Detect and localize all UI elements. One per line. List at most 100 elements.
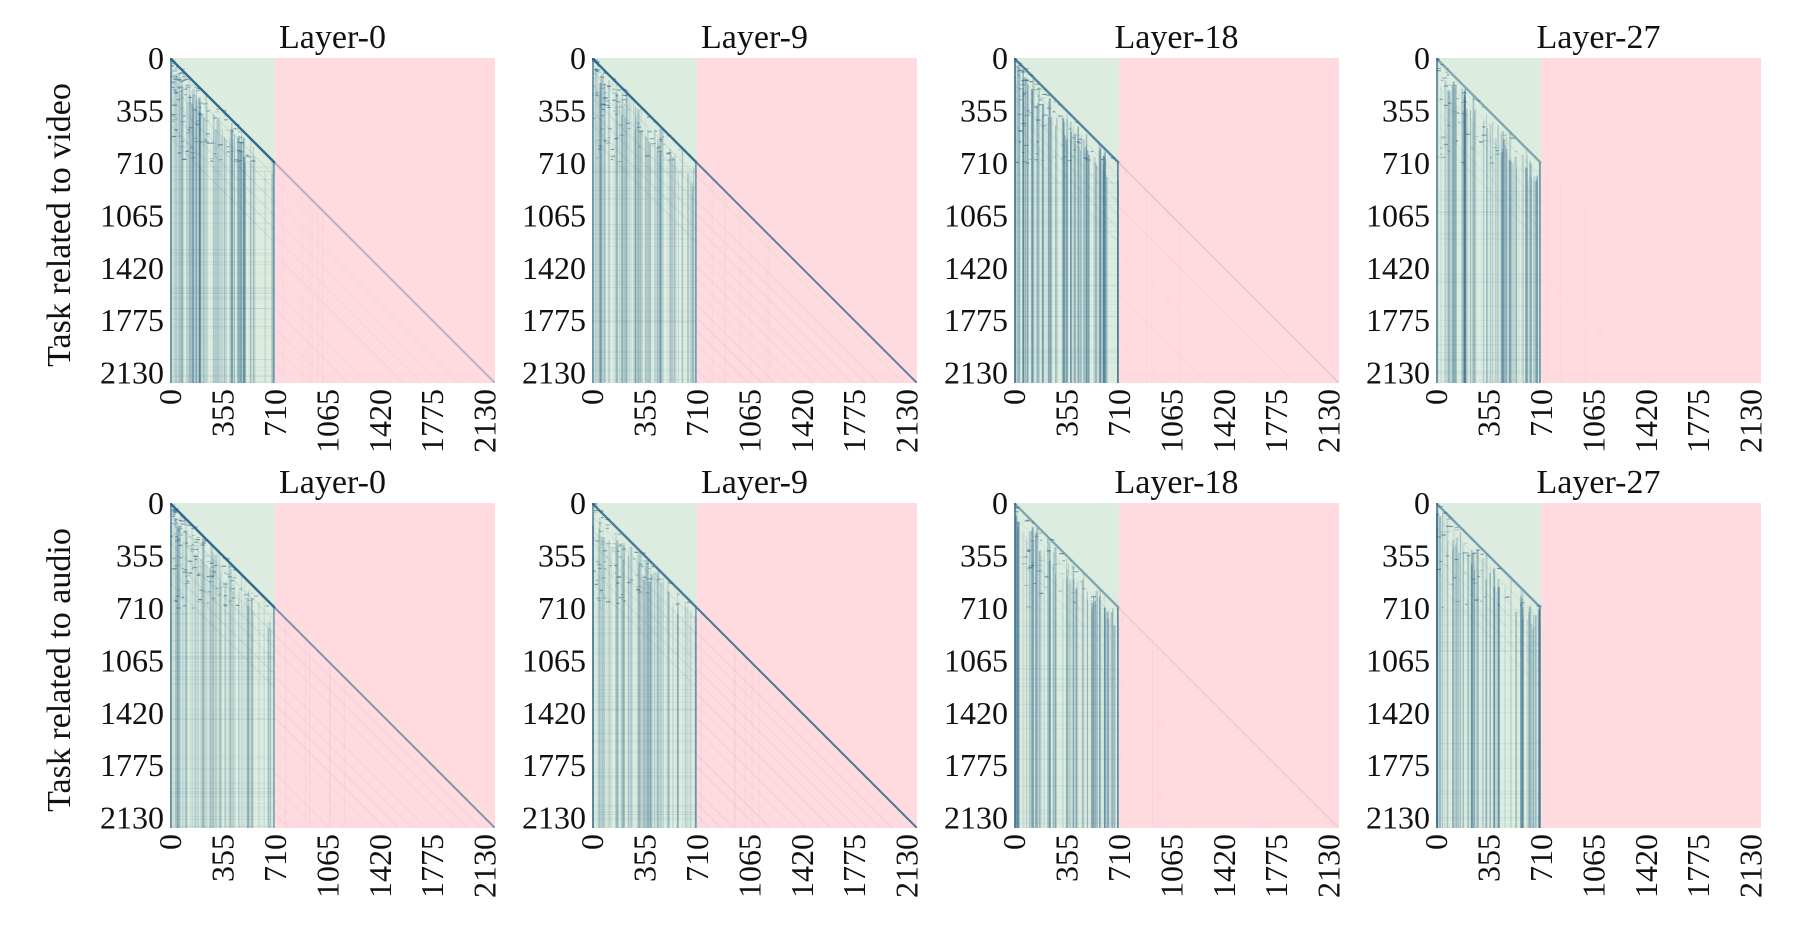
x-tick-label: 0: [574, 389, 610, 405]
y-tick-label: 355: [960, 92, 1008, 128]
x-tick-label: 1420: [1206, 834, 1242, 898]
y-tick-label: 1065: [1366, 197, 1430, 233]
x-tick-label: 2130: [1311, 389, 1347, 453]
x-tick-label: 2130: [467, 389, 503, 453]
region-other-tokens: [696, 503, 917, 828]
y-tick-label: 1065: [944, 197, 1008, 233]
y-tick-label: 355: [116, 537, 164, 573]
x-tick-label: 0: [1418, 834, 1454, 850]
x-tick-label: 0: [574, 834, 610, 850]
x-tick-label: 1420: [784, 389, 820, 453]
y-tick-label: 1420: [944, 250, 1008, 286]
y-tick-label: 710: [538, 590, 586, 626]
x-tick-label: 710: [1523, 834, 1559, 882]
x-tick-label: 710: [679, 834, 715, 882]
y-tick-label: 1065: [522, 197, 586, 233]
y-tick-label: 355: [538, 92, 586, 128]
x-tick-label: 2130: [1733, 834, 1769, 898]
panel-title: Layer-18: [1115, 464, 1239, 501]
x-tick-label: 355: [1470, 834, 1506, 882]
panel-title: Layer-0: [279, 464, 386, 501]
y-tick-label: 1420: [100, 695, 164, 731]
x-tick-label: 1065: [731, 389, 767, 453]
x-tick-label: 1775: [1258, 834, 1294, 898]
x-tick-label: 1775: [1680, 834, 1716, 898]
region-visual-tokens: [170, 58, 275, 383]
x-tick-label: 1420: [362, 834, 398, 898]
y-tick-label: 1065: [100, 197, 164, 233]
x-tick-label: 710: [1101, 389, 1137, 437]
y-tick-label: 710: [116, 145, 164, 181]
y-tick-label: 1775: [944, 302, 1008, 338]
x-tick-label: 0: [1418, 389, 1454, 405]
row-label-audio: Task related to audio: [41, 528, 78, 812]
x-tick-label: 1065: [1153, 834, 1189, 898]
region-other-tokens: [1540, 503, 1761, 828]
x-tick-label: 1065: [1575, 389, 1611, 453]
x-tick-label: 355: [1470, 389, 1506, 437]
region-visual-tokens: [592, 58, 697, 383]
y-tick-label: 710: [1382, 590, 1430, 626]
x-tick-label: 1065: [309, 389, 345, 453]
x-tick-label: 1420: [362, 389, 398, 453]
y-tick-label: 0: [148, 485, 164, 521]
y-tick-label: 1775: [1366, 747, 1430, 783]
y-tick-label: 2130: [100, 800, 164, 836]
x-tick-label: 355: [626, 834, 662, 882]
x-tick-label: 1065: [309, 834, 345, 898]
x-tick-label: 355: [204, 389, 240, 437]
x-tick-label: 0: [996, 834, 1032, 850]
y-tick-label: 1775: [100, 302, 164, 338]
y-tick-label: 355: [1382, 92, 1430, 128]
y-tick-label: 2130: [522, 355, 586, 391]
y-tick-label: 1065: [1366, 642, 1430, 678]
y-tick-label: 1775: [1366, 302, 1430, 338]
y-tick-label: 2130: [522, 800, 586, 836]
region-visual-tokens: [1014, 503, 1119, 828]
y-tick-label: 1775: [100, 747, 164, 783]
y-tick-label: 355: [1382, 537, 1430, 573]
y-tick-label: 0: [570, 485, 586, 521]
x-tick-label: 2130: [889, 389, 925, 453]
x-tick-label: 1065: [1153, 389, 1189, 453]
y-tick-label: 710: [960, 145, 1008, 181]
y-tick-label: 710: [538, 145, 586, 181]
x-tick-label: 1420: [1628, 834, 1664, 898]
y-tick-label: 2130: [1366, 355, 1430, 391]
region-other-tokens: [1118, 58, 1339, 383]
y-tick-label: 1775: [522, 302, 586, 338]
y-tick-label: 0: [148, 40, 164, 76]
y-tick-label: 355: [116, 92, 164, 128]
x-tick-label: 1775: [1258, 389, 1294, 453]
panel-title: Layer-9: [701, 464, 808, 501]
x-tick-label: 2130: [1311, 834, 1347, 898]
region-visual-tokens: [1014, 58, 1119, 383]
x-tick-label: 1420: [1206, 389, 1242, 453]
x-tick-label: 2130: [467, 834, 503, 898]
panel-title: Layer-0: [279, 19, 386, 56]
y-tick-label: 1420: [1366, 250, 1430, 286]
y-tick-label: 710: [116, 590, 164, 626]
region-other-tokens: [696, 58, 917, 383]
row-label-video: Task related to video: [41, 83, 78, 367]
x-tick-label: 355: [1048, 834, 1084, 882]
y-tick-label: 1065: [944, 642, 1008, 678]
y-tick-label: 0: [992, 40, 1008, 76]
x-tick-label: 1420: [1628, 389, 1664, 453]
x-tick-label: 355: [626, 389, 662, 437]
x-tick-label: 710: [679, 389, 715, 437]
y-tick-label: 0: [570, 40, 586, 76]
y-tick-label: 1775: [944, 747, 1008, 783]
y-tick-label: 1420: [522, 250, 586, 286]
region-other-tokens: [1118, 503, 1339, 828]
x-tick-label: 1775: [1680, 389, 1716, 453]
x-tick-label: 1775: [414, 834, 450, 898]
y-tick-label: 0: [992, 485, 1008, 521]
panel-title: Layer-27: [1537, 464, 1661, 501]
y-tick-label: 710: [1382, 145, 1430, 181]
